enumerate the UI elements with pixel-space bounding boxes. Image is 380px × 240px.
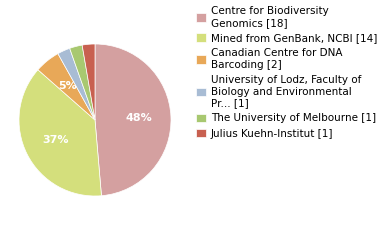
- Text: 5%: 5%: [58, 81, 77, 91]
- Text: 37%: 37%: [43, 135, 69, 145]
- Wedge shape: [70, 45, 95, 120]
- Legend: Centre for Biodiversity
Genomics [18], Mined from GenBank, NCBI [14], Canadian C: Centre for Biodiversity Genomics [18], M…: [195, 5, 378, 140]
- Wedge shape: [58, 48, 95, 120]
- Wedge shape: [19, 70, 101, 196]
- Wedge shape: [38, 54, 95, 120]
- Wedge shape: [95, 44, 171, 196]
- Wedge shape: [82, 44, 95, 120]
- Text: 48%: 48%: [126, 113, 152, 123]
